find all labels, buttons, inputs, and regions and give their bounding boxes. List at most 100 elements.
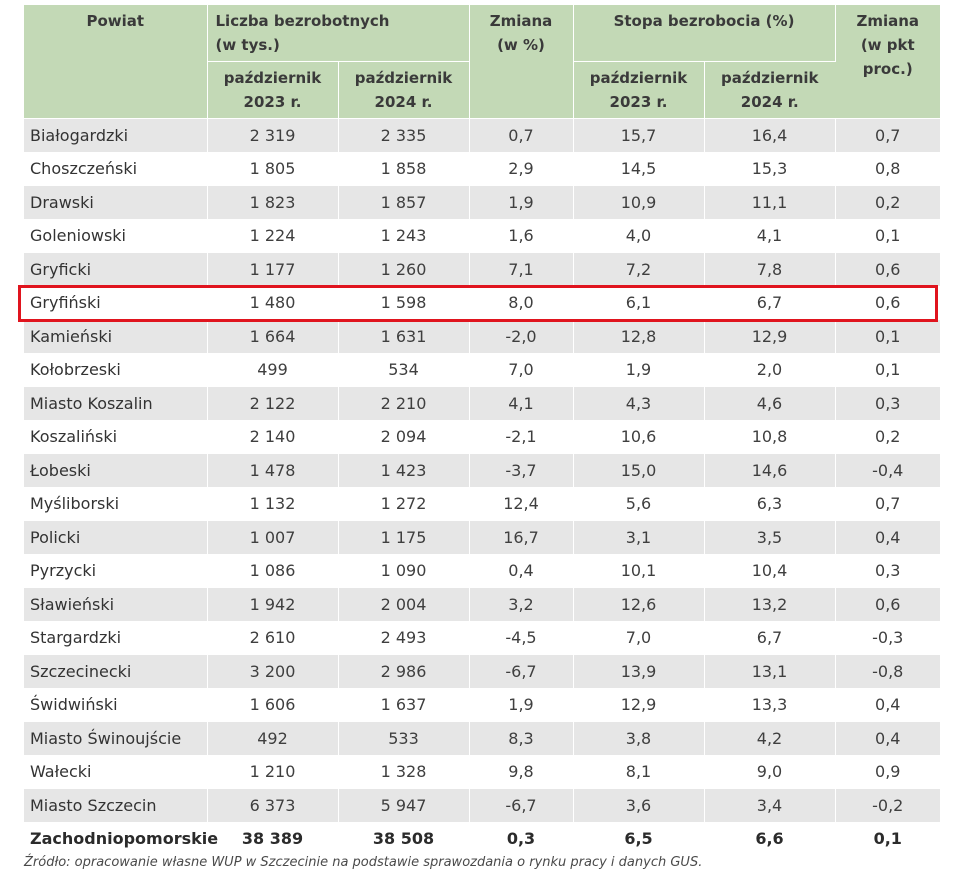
- table-cell-powiat: Myśliborski: [24, 487, 208, 521]
- table-cell-value: 12,8: [573, 319, 705, 353]
- table-cell-value: 2 493: [338, 621, 470, 655]
- table-cell-value: 1 823: [207, 185, 339, 219]
- unemployment-table-container: Powiat Liczba bezrobotnych (w tys.) Zmia…: [24, 5, 940, 856]
- table-cell-value: 7,2: [573, 252, 705, 286]
- table-cell-value: 12,9: [704, 319, 836, 353]
- table-cell-powiat: Choszczeński: [24, 152, 208, 186]
- table-cell-value: 0,1: [835, 822, 940, 856]
- table-cell-powiat: Pyrzycki: [24, 554, 208, 588]
- table-row: Sławieński 1 942 2 004 3,2 12,6 13,2 0,6: [24, 587, 940, 621]
- table-cell-value: 0,1: [835, 219, 940, 253]
- table-row: Świdwiński 1 606 1 637 1,9 12,9 13,3 0,4: [24, 688, 940, 722]
- table-cell-value: 1,6: [469, 219, 574, 253]
- table-cell-value: 2 140: [207, 420, 339, 454]
- table-cell-value: 1 243: [338, 219, 470, 253]
- table-cell-value: 0,6: [835, 587, 940, 621]
- unemployment-table: Powiat Liczba bezrobotnych (w tys.) Zmia…: [24, 5, 940, 856]
- table-cell-value: 1 598: [338, 286, 470, 320]
- table-cell-value: 3,6: [573, 788, 705, 822]
- header-zmiana-procent: Zmiana (w %): [469, 5, 574, 119]
- header-sub-year: 2023 r.: [243, 93, 302, 111]
- header-zmiana-pkt: Zmiana (w pkt proc.): [835, 5, 940, 119]
- table-cell-value: 3,5: [704, 520, 836, 554]
- table-cell-value: 38 389: [207, 822, 339, 856]
- source-note: Źródło: opracowanie własne WUP w Szczeci…: [24, 855, 703, 870]
- table-cell-value: 12,4: [469, 487, 574, 521]
- table-row: Wałecki 1 210 1 328 9,8 8,1 9,0 0,9: [24, 755, 940, 789]
- table-cell-value: 0,2: [835, 185, 940, 219]
- table-cell-value: 15,3: [704, 152, 836, 186]
- table-cell-value: 7,8: [704, 252, 836, 286]
- table-cell-powiat: Kamieński: [24, 319, 208, 353]
- table-cell-value: 7,0: [469, 353, 574, 387]
- table-cell-powiat: Zachodniopomorskie: [24, 822, 218, 856]
- table-cell-value: 2 210: [338, 386, 470, 420]
- header-zmiana2-line1: Zmiana: [856, 12, 920, 30]
- table-row: Kołobrzeski 499 534 7,0 1,9 2,0 0,1: [24, 353, 940, 387]
- table-cell-value: 6,1: [573, 286, 705, 320]
- table-cell-value: 0,2: [835, 420, 940, 454]
- table-cell-powiat: Drawski: [24, 185, 208, 219]
- table-cell-value: 1 210: [207, 755, 339, 789]
- table-cell-powiat: Sławieński: [24, 587, 208, 621]
- table-cell-value: 2 319: [207, 118, 339, 152]
- table-body: Białogardzki 2 319 2 335 0,7 15,7 16,4 0,7 Chos…: [24, 118, 940, 856]
- table-cell-value: -0,3: [835, 621, 940, 655]
- header-liczba-bezrobotnych: Liczba bezrobotnych (w tys.): [207, 5, 470, 62]
- table-header: Powiat Liczba bezrobotnych (w tys.) Zmia…: [24, 5, 940, 119]
- table-cell-powiat: Stargardzki: [24, 621, 208, 655]
- table-cell-powiat: Miasto Koszalin: [24, 386, 208, 420]
- table-cell-value: 1 857: [338, 185, 470, 219]
- header-zmiana2-line3: proc.): [862, 60, 913, 78]
- header-stopa-2023: październik 2023 r.: [573, 61, 705, 119]
- table-cell-value: 1 805: [207, 152, 339, 186]
- header-sub-month: październik: [589, 69, 688, 87]
- table-cell-powiat: Gryfiński: [24, 286, 208, 320]
- table-cell-value: 3,4: [704, 788, 836, 822]
- table-cell-value: 4,1: [704, 219, 836, 253]
- table-cell-value: 0,6: [835, 252, 940, 286]
- header-liczba-2024: październik 2024 r.: [338, 61, 470, 119]
- table-cell-value: 13,2: [704, 587, 836, 621]
- table-row: Choszczeński 1 805 1 858 2,9 14,5 15,3 0,8: [24, 152, 940, 186]
- table-cell-value: 3,8: [573, 721, 705, 755]
- table-cell-value: -0,2: [835, 788, 940, 822]
- table-cell-value: 0,4: [835, 520, 940, 554]
- table-cell-value: 14,6: [704, 453, 836, 487]
- table-cell-value: 3 200: [207, 654, 339, 688]
- table-cell-value: 1 272: [338, 487, 470, 521]
- header-liczba-line2: (w tys.): [215, 36, 280, 54]
- table-cell-value: 14,5: [573, 152, 705, 186]
- table-cell-value: 2 335: [338, 118, 470, 152]
- table-cell-value: 16,7: [469, 520, 574, 554]
- table-cell-value: 1 328: [338, 755, 470, 789]
- table-cell-value: 3,2: [469, 587, 574, 621]
- table-cell-value: 2 122: [207, 386, 339, 420]
- table-cell-value: 1 224: [207, 219, 339, 253]
- table-cell-value: 1 090: [338, 554, 470, 588]
- table-cell-value: 4,2: [704, 721, 836, 755]
- table-cell-value: 6 373: [207, 788, 339, 822]
- table-row: Miasto Szczecin 6 373 5 947 -6,7 3,6 3,4 -0,2: [24, 788, 940, 822]
- table-row: Gryficki 1 177 1 260 7,1 7,2 7,8 0,6: [24, 252, 940, 286]
- table-cell-value: 0,3: [835, 386, 940, 420]
- table-cell-value: 0,7: [469, 118, 574, 152]
- table-cell-value: 10,9: [573, 185, 705, 219]
- table-cell-value: 492: [207, 721, 339, 755]
- header-sub-year: 2024 r.: [374, 93, 433, 111]
- header-liczba-line1: Liczba bezrobotnych: [215, 12, 390, 30]
- table-cell-value: 10,8: [704, 420, 836, 454]
- table-cell-value: 0,1: [835, 353, 940, 387]
- table-cell-value: 13,9: [573, 654, 705, 688]
- table-cell-powiat: Świdwiński: [24, 688, 208, 722]
- table-cell-value: 13,3: [704, 688, 836, 722]
- table-cell-value: 38 508: [338, 822, 470, 856]
- table-row: Koszaliński 2 140 2 094 -2,1 10,6 10,8 0,2: [24, 420, 940, 454]
- table-cell-value: 2 004: [338, 587, 470, 621]
- table-cell-value: 2,9: [469, 152, 574, 186]
- table-cell-powiat: Miasto Szczecin: [24, 788, 208, 822]
- table-cell-value: 2 986: [338, 654, 470, 688]
- table-cell-value: 13,1: [704, 654, 836, 688]
- table-cell-value: 1 478: [207, 453, 339, 487]
- table-cell-value: 2 610: [207, 621, 339, 655]
